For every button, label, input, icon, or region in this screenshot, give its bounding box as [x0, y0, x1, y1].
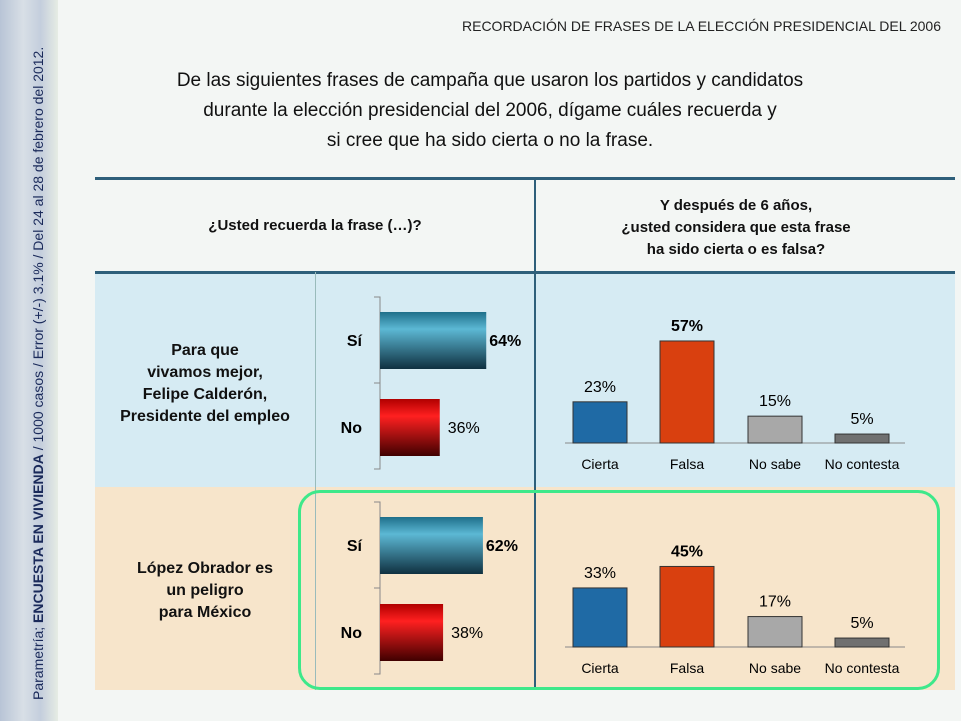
value-label: 23%	[584, 379, 616, 396]
question-line: si cree que ha sido cierta o no la frase…	[326, 130, 654, 151]
value-label: 64%	[489, 333, 521, 350]
column-header-truth: Y después de 6 años, ¿usted considera qu…	[536, 195, 936, 261]
phrase-line: Felipe Calderón,	[142, 386, 268, 403]
divider	[95, 271, 955, 274]
decorative-strip	[0, 0, 58, 721]
phrase-line: vivamos mejor,	[147, 364, 263, 381]
bar-cierta	[572, 401, 628, 444]
header-line: Y después de 6 años,	[659, 197, 813, 214]
phrase-2: López Obrador es un peligro para México	[95, 558, 315, 624]
category-label: No sabe	[749, 456, 801, 472]
value-label: 38%	[451, 625, 483, 642]
value-label: 33%	[584, 565, 616, 582]
question-text: De las siguientes frases de campaña que …	[120, 66, 860, 156]
bar-cierta	[572, 587, 628, 648]
bar-no-contesta	[834, 637, 890, 648]
highlight-box	[298, 490, 940, 690]
divider	[315, 272, 316, 690]
value-label: 36%	[448, 420, 480, 437]
column-header-recall: ¿Usted recuerda la frase (…)?	[208, 217, 422, 234]
column-divider	[534, 178, 536, 688]
category-label: Falsa	[670, 660, 704, 676]
bar-no-contesta	[834, 433, 890, 444]
value-label: 15%	[759, 393, 791, 410]
category-label: No	[341, 625, 363, 642]
phrase-1: Para que vivamos mejor, Felipe Calderón,…	[95, 340, 315, 428]
value-label: 5%	[850, 615, 873, 632]
category-label: No sabe	[749, 660, 801, 676]
slide-title: RECORDACIÓN DE FRASES DE LA ELECCIÓN PRE…	[462, 18, 941, 34]
row-2-bg	[95, 487, 955, 690]
category-label: Cierta	[581, 456, 619, 472]
phrase-line: un peligro	[166, 582, 244, 599]
axis	[374, 296, 381, 470]
bar-falsa	[659, 565, 715, 648]
category-label: No contesta	[825, 660, 900, 676]
value-label: 62%	[486, 538, 518, 555]
phrase-line: López Obrador es	[136, 560, 274, 577]
question-line: durante la elección presidencial del 200…	[203, 100, 777, 121]
category-label: Sí	[347, 538, 363, 555]
phrase-line: Presidente del empleo	[120, 408, 290, 425]
bar-si	[380, 312, 487, 369]
value-label: 57%	[671, 318, 703, 335]
bar-no-sabe	[747, 616, 803, 648]
header-line: ha sido cierta o es falsa?	[646, 241, 826, 258]
value-label: 5%	[850, 411, 873, 428]
bar-si	[380, 517, 483, 574]
category-label: No contesta	[825, 456, 900, 472]
bar-no	[380, 399, 440, 456]
value-label: 17%	[759, 594, 791, 611]
row-1-bg	[95, 272, 955, 487]
bar-falsa	[659, 340, 715, 444]
value-label: 45%	[671, 543, 703, 560]
phrase-line: Para que	[171, 342, 239, 359]
category-label: Cierta	[581, 660, 619, 676]
divider	[95, 177, 955, 180]
category-label: No	[341, 420, 363, 437]
category-label: Falsa	[670, 456, 704, 472]
bar-no	[380, 604, 444, 661]
bar-no-sabe	[747, 415, 803, 444]
question-line: De las siguientes frases de campaña que …	[176, 70, 804, 91]
axis	[374, 501, 381, 675]
category-label: Sí	[347, 333, 363, 350]
header-line: ¿usted considera que esta frase	[621, 219, 851, 236]
phrase-line: para México	[158, 604, 252, 621]
